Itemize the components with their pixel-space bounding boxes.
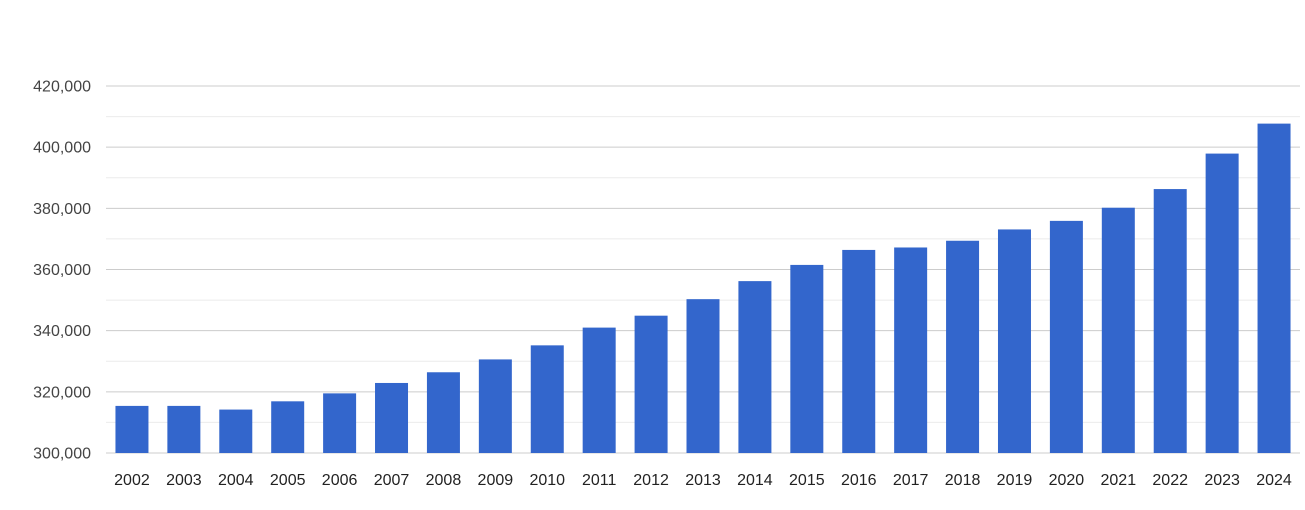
x-axis-label-2008: 2008 [426,472,462,489]
x-axis-label-2022: 2022 [1152,472,1188,489]
x-axis-label-2023: 2023 [1204,472,1240,489]
y-axis-tick-label: 320,000 [33,384,91,401]
bar-2024[interactable] [1257,123,1291,454]
bar-2009[interactable] [478,359,512,453]
y-axis-tick-label: 360,000 [33,262,91,279]
bar-2016[interactable] [842,249,876,453]
bar-2014[interactable] [738,281,772,453]
bar-2003[interactable] [167,405,201,453]
bar-2017[interactable] [894,247,928,453]
bar-2005[interactable] [271,401,305,453]
x-axis-label-2007: 2007 [374,472,410,489]
bar-2011[interactable] [582,327,616,453]
x-axis-label-2010: 2010 [529,472,565,489]
bar-2018[interactable] [946,240,980,453]
x-axis-label-2016: 2016 [841,472,877,489]
x-axis-label-2024: 2024 [1256,472,1292,489]
bar-2006[interactable] [323,393,357,453]
x-axis-label-2003: 2003 [166,472,202,489]
bar-2022[interactable] [1153,189,1187,453]
x-axis-label-2009: 2009 [478,472,514,489]
x-axis-label-2017: 2017 [893,472,929,489]
x-axis-label-2018: 2018 [945,472,981,489]
x-axis-label-2005: 2005 [270,472,306,489]
bar-2021[interactable] [1101,207,1135,453]
x-axis-label-2011: 2011 [582,472,617,489]
y-axis-tick-label: 420,000 [33,79,91,96]
bar-2023[interactable] [1205,153,1239,453]
bar-2007[interactable] [375,382,409,453]
x-axis-label-2014: 2014 [737,472,773,489]
bar-2002[interactable] [115,405,149,453]
y-axis-tick-label: 380,000 [33,201,91,218]
x-axis-label-2013: 2013 [685,472,721,489]
x-axis-label-2006: 2006 [322,472,358,489]
bar-2013[interactable] [686,299,720,453]
y-axis-tick-label: 400,000 [33,140,91,157]
bar-2008[interactable] [426,372,460,453]
x-axis-label-2015: 2015 [789,472,825,489]
x-axis-label-2020: 2020 [1049,472,1085,489]
x-axis-label-2021: 2021 [1101,472,1137,489]
bar-2019[interactable] [997,229,1031,453]
bar-2004[interactable] [219,409,253,453]
x-axis-label-2002: 2002 [114,472,150,489]
bar-2010[interactable] [530,345,564,453]
x-axis-label-2019: 2019 [997,472,1033,489]
y-axis-tick-label: 300,000 [33,446,91,463]
bar-2020[interactable] [1049,220,1083,453]
bar-2012[interactable] [634,315,668,453]
x-axis-label-2004: 2004 [218,472,254,489]
y-axis-tick-label: 340,000 [33,323,91,340]
x-axis-label-2012: 2012 [633,472,669,489]
bar-2015[interactable] [790,264,824,453]
